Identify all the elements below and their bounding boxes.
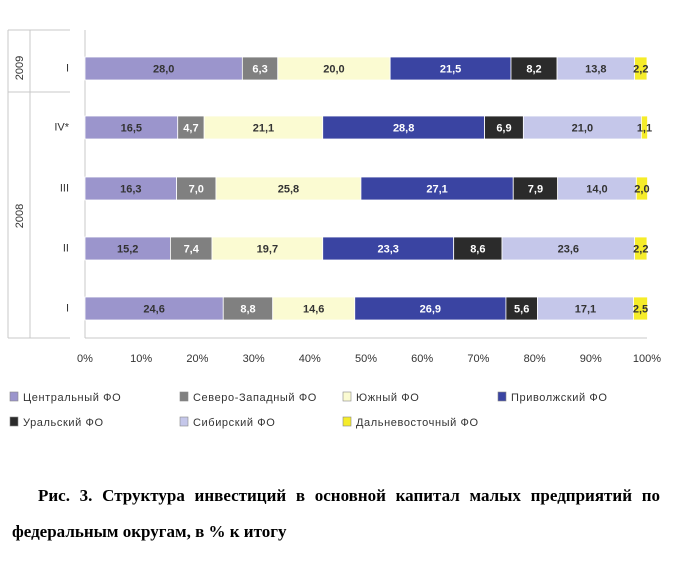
bar-segment bbox=[640, 115, 648, 140]
legend-label: Уральский ФО bbox=[23, 417, 104, 429]
data-label: 2,2 bbox=[633, 63, 648, 75]
legend-swatch bbox=[497, 391, 507, 402]
data-label: 13,8 bbox=[585, 63, 606, 75]
data-label: 8,6 bbox=[470, 243, 485, 255]
data-label: 21,0 bbox=[572, 122, 593, 134]
data-label: 2,0 bbox=[634, 183, 649, 195]
x-tick-label: 90% bbox=[580, 353, 602, 365]
data-label: 14,0 bbox=[586, 183, 607, 195]
data-label: 6,3 bbox=[252, 63, 267, 75]
x-tick-label: 80% bbox=[524, 353, 546, 365]
data-label: 6,9 bbox=[496, 122, 511, 134]
category-label: IV* bbox=[54, 121, 69, 133]
legend-swatch bbox=[342, 416, 352, 427]
figure-caption: Рис. 3. Структура инвестиций в основной … bbox=[12, 486, 660, 541]
data-label: 20,0 bbox=[323, 63, 344, 75]
x-tick-label: 60% bbox=[411, 353, 433, 365]
x-tick-label: 30% bbox=[243, 353, 265, 365]
legend-swatch bbox=[179, 391, 189, 402]
data-label: 16,3 bbox=[120, 183, 141, 195]
bar-segment bbox=[633, 296, 648, 321]
category-label: II bbox=[63, 242, 69, 254]
data-label: 21,1 bbox=[253, 122, 274, 134]
legend-label: Приволжский ФО bbox=[511, 392, 608, 404]
data-label: 25,8 bbox=[278, 183, 299, 195]
data-label: 23,3 bbox=[377, 243, 398, 255]
group-label: 2009 bbox=[14, 56, 26, 80]
data-label: 16,5 bbox=[121, 122, 142, 134]
data-label: 24,6 bbox=[143, 303, 164, 315]
data-label: 7,9 bbox=[528, 183, 543, 195]
legend-swatch bbox=[179, 416, 189, 427]
category-label: I bbox=[66, 302, 69, 314]
data-label: 7,4 bbox=[184, 243, 200, 255]
data-label: 8,2 bbox=[526, 63, 541, 75]
data-label: 19,7 bbox=[257, 243, 278, 255]
category-label: I bbox=[66, 62, 69, 74]
data-label: 1,1 bbox=[637, 122, 652, 134]
data-label: 14,6 bbox=[303, 303, 324, 315]
legend-label: Сибирский ФО bbox=[193, 417, 275, 429]
x-tick-label: 100% bbox=[633, 353, 661, 365]
x-tick-label: 20% bbox=[186, 353, 208, 365]
legend-label: Центральный ФО bbox=[23, 392, 121, 404]
x-tick-label: 0% bbox=[77, 353, 93, 365]
x-tick-label: 10% bbox=[130, 353, 152, 365]
data-label: 17,1 bbox=[575, 303, 596, 315]
data-label: 26,9 bbox=[420, 303, 441, 315]
bar-segment bbox=[635, 176, 648, 201]
data-label: 7,0 bbox=[189, 183, 204, 195]
x-tick-label: 40% bbox=[299, 353, 321, 365]
legend-label: Северо-Западный ФО bbox=[193, 392, 317, 404]
data-label: 8,8 bbox=[240, 303, 255, 315]
data-label: 28,0 bbox=[153, 63, 174, 75]
data-label: 15,2 bbox=[117, 243, 138, 255]
legend-label: Дальневосточный ФО bbox=[356, 417, 479, 429]
data-label: 2,2 bbox=[633, 243, 648, 255]
data-label: 23,6 bbox=[558, 243, 579, 255]
data-label: 28,8 bbox=[393, 122, 414, 134]
data-label: 4,7 bbox=[183, 122, 198, 134]
group-label: 2008 bbox=[14, 204, 26, 228]
data-label: 2,5 bbox=[633, 303, 648, 315]
legend-swatch bbox=[9, 391, 19, 402]
legend-label: Южный ФО bbox=[356, 392, 419, 404]
data-label: 21,5 bbox=[440, 63, 461, 75]
category-label: III bbox=[60, 182, 69, 194]
legend-swatch bbox=[342, 391, 352, 402]
x-tick-label: 70% bbox=[467, 353, 489, 365]
bar-segment bbox=[634, 56, 648, 81]
bar-segment bbox=[634, 236, 648, 261]
legend-swatch bbox=[9, 416, 19, 427]
x-tick-label: 50% bbox=[355, 353, 377, 365]
data-label: 5,6 bbox=[514, 303, 529, 315]
data-label: 27,1 bbox=[426, 183, 447, 195]
